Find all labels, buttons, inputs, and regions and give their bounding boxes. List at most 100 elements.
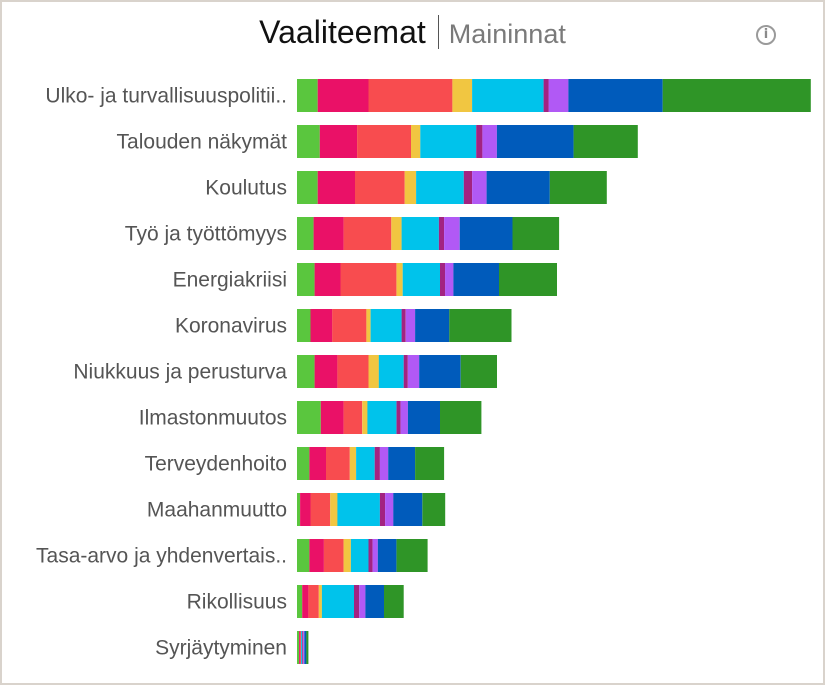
bar-segment[interactable] xyxy=(400,401,408,434)
bar-segment[interactable] xyxy=(366,309,371,342)
bar-segment[interactable] xyxy=(385,493,394,526)
bar-segment[interactable] xyxy=(300,631,302,664)
bar-segment[interactable] xyxy=(472,79,544,112)
bar-segment[interactable] xyxy=(297,263,315,296)
bar-segment[interactable] xyxy=(438,217,445,250)
bar-segment[interactable] xyxy=(440,263,446,296)
bar-segment[interactable] xyxy=(332,309,367,342)
bar-segment[interactable] xyxy=(459,217,513,250)
bar-segment[interactable] xyxy=(548,79,569,112)
bar-segment[interactable] xyxy=(378,355,404,388)
bar-segment[interactable] xyxy=(372,539,378,572)
bar-segment[interactable] xyxy=(401,217,439,250)
bar-segment[interactable] xyxy=(299,631,301,664)
bar-segment[interactable] xyxy=(422,493,446,526)
bar-segment[interactable] xyxy=(543,79,549,112)
bar-segment[interactable] xyxy=(411,125,421,158)
bar-segment[interactable] xyxy=(415,309,450,342)
bar-segment[interactable] xyxy=(499,263,557,296)
bar-segment[interactable] xyxy=(314,263,341,296)
bar-segment[interactable] xyxy=(297,401,321,434)
bar-segment[interactable] xyxy=(337,493,380,526)
bar-segment[interactable] xyxy=(297,217,314,250)
bar-segment[interactable] xyxy=(549,171,607,204)
bar-segment[interactable] xyxy=(350,539,369,572)
bar-segment[interactable] xyxy=(384,585,404,618)
bar-segment[interactable] xyxy=(302,585,309,618)
bar-segment[interactable] xyxy=(476,125,483,158)
bar-segment[interactable] xyxy=(444,217,460,250)
bar-segment[interactable] xyxy=(297,631,300,664)
bar-segment[interactable] xyxy=(407,355,420,388)
bar-segment[interactable] xyxy=(365,585,384,618)
bar-segment[interactable] xyxy=(415,447,445,480)
bar-segment[interactable] xyxy=(297,79,318,112)
bar-segment[interactable] xyxy=(449,309,512,342)
bar-segment[interactable] xyxy=(326,447,350,480)
bar-segment[interactable] xyxy=(452,79,473,112)
bar-segment[interactable] xyxy=(568,79,663,112)
bar-segment[interactable] xyxy=(402,263,440,296)
bar-segment[interactable] xyxy=(420,125,477,158)
bar-segment[interactable] xyxy=(318,585,322,618)
bar-segment[interactable] xyxy=(396,401,401,434)
bar-segment[interactable] xyxy=(407,401,440,434)
bar-segment[interactable] xyxy=(405,309,416,342)
bar-segment[interactable] xyxy=(310,493,331,526)
bar-segment[interactable] xyxy=(349,447,356,480)
bar-segment[interactable] xyxy=(416,171,464,204)
bar-segment[interactable] xyxy=(472,171,487,204)
bar-segment[interactable] xyxy=(309,447,326,480)
bar-segment[interactable] xyxy=(340,263,397,296)
bar-segment[interactable] xyxy=(319,125,358,158)
bar-segment[interactable] xyxy=(300,493,311,526)
bar-segment[interactable] xyxy=(482,125,497,158)
bar-segment[interactable] xyxy=(396,539,428,572)
bar-segment[interactable] xyxy=(393,493,423,526)
bar-segment[interactable] xyxy=(486,171,550,204)
bar-segment[interactable] xyxy=(309,539,324,572)
bar-segment[interactable] xyxy=(302,631,304,664)
bar-segment[interactable] xyxy=(440,401,482,434)
bar-segment[interactable] xyxy=(401,309,406,342)
bar-segment[interactable] xyxy=(297,171,318,204)
bar-segment[interactable] xyxy=(460,355,497,388)
bar-segment[interactable] xyxy=(297,125,320,158)
bar-segment[interactable] xyxy=(512,217,560,250)
bar-segment[interactable] xyxy=(356,447,375,480)
bar-segment[interactable] xyxy=(321,585,354,618)
bar-segment[interactable] xyxy=(313,217,344,250)
bar-segment[interactable] xyxy=(396,263,403,296)
bar-segment[interactable] xyxy=(374,447,380,480)
bar-segment[interactable] xyxy=(379,447,389,480)
bar-segment[interactable] xyxy=(379,493,386,526)
bar-segment[interactable] xyxy=(357,125,411,158)
bar-segment[interactable] xyxy=(662,79,811,112)
bar-segment[interactable] xyxy=(337,355,369,388)
bar-segment[interactable] xyxy=(362,401,368,434)
bar-segment[interactable] xyxy=(368,79,453,112)
bar-segment[interactable] xyxy=(297,355,315,388)
bar-segment[interactable] xyxy=(453,263,499,296)
bar-segment[interactable] xyxy=(377,539,397,572)
bar-segment[interactable] xyxy=(308,585,319,618)
bar-segment[interactable] xyxy=(330,493,338,526)
info-circle-icon[interactable]: i xyxy=(756,25,776,45)
bar-segment[interactable] xyxy=(301,631,303,664)
bar-segment[interactable] xyxy=(343,401,363,434)
bar-segment[interactable] xyxy=(343,217,392,250)
bar-segment[interactable] xyxy=(320,401,344,434)
bar-segment[interactable] xyxy=(323,539,344,572)
bar-segment[interactable] xyxy=(303,631,305,664)
bar-segment[interactable] xyxy=(355,171,405,204)
bar-segment[interactable] xyxy=(297,447,310,480)
bar-segment[interactable] xyxy=(388,447,416,480)
bar-segment[interactable] xyxy=(317,171,355,204)
bar-segment[interactable] xyxy=(359,585,366,618)
bar-segment[interactable] xyxy=(314,355,338,388)
bar-segment[interactable] xyxy=(304,631,307,664)
bar-segment[interactable] xyxy=(445,263,454,296)
bar-segment[interactable] xyxy=(391,217,402,250)
bar-segment[interactable] xyxy=(496,125,574,158)
bar-segment[interactable] xyxy=(419,355,461,388)
